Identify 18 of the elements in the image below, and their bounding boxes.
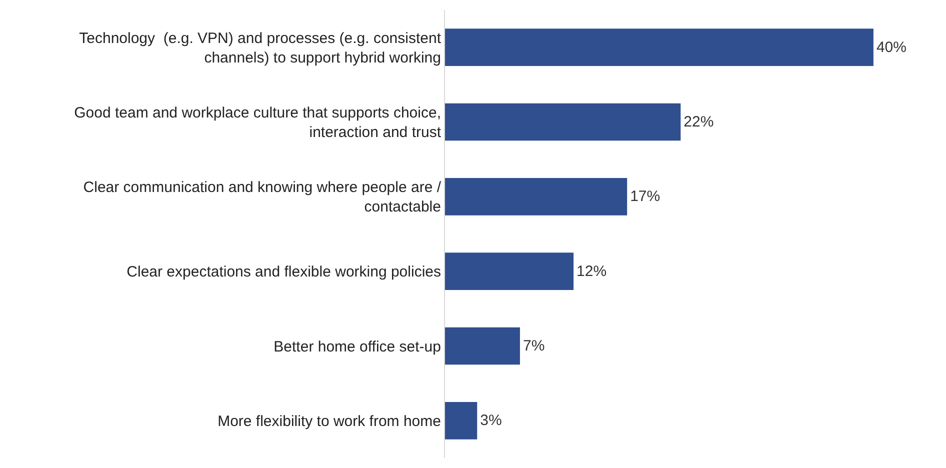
- bar: [445, 402, 478, 440]
- data-label: 22%: [684, 114, 714, 130]
- y-tick-label: Clear communication and knowing where people are / contactable: [83, 179, 442, 216]
- y-tick-label: Clear expectations and flexible working policies: [126, 264, 441, 281]
- y-tick-label: Good team and workplace culture that supports choice, interaction and trust: [74, 104, 442, 141]
- bar: [445, 252, 574, 290]
- y-tick-label: Better home office set-up: [274, 338, 441, 356]
- data-label: 17%: [630, 188, 660, 206]
- bar: [445, 327, 520, 365]
- y-tick-label: Technology (e.g. VPN) and processes (e.g. consistent channels) to support hybrid working: [79, 30, 442, 66]
- data-label: 3%: [480, 412, 502, 430]
- data-label: 40%: [876, 38, 906, 56]
- data-label: 7%: [522, 338, 545, 354]
- bar: [445, 103, 681, 141]
- bar: [445, 178, 628, 216]
- y-tick-label: More flexibility to work from home: [218, 412, 441, 430]
- bar: [445, 28, 874, 66]
- data-label: 12%: [576, 262, 607, 280]
